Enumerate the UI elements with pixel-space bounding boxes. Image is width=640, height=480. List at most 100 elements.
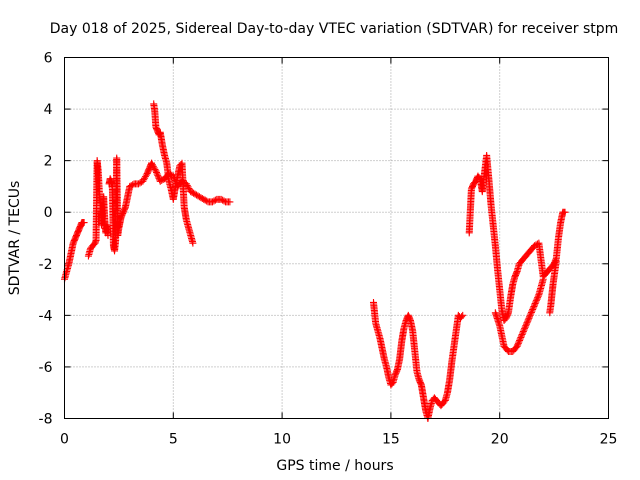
data-point bbox=[522, 322, 530, 330]
y-tick-label: -8 bbox=[39, 412, 53, 428]
data-point bbox=[136, 179, 144, 187]
y-tick-label: 0 bbox=[44, 205, 53, 221]
y-tick-label: -6 bbox=[39, 360, 53, 376]
data-point bbox=[523, 319, 531, 327]
data-point bbox=[189, 239, 197, 247]
data-point bbox=[182, 180, 190, 188]
y-tick-label: 2 bbox=[44, 154, 53, 170]
data-point bbox=[514, 341, 522, 349]
data-point bbox=[520, 326, 528, 334]
data-point bbox=[129, 181, 137, 189]
data-point bbox=[188, 188, 196, 196]
y-axis-label: SDTVAR / TECUs bbox=[7, 181, 23, 296]
data-point bbox=[172, 178, 180, 186]
data-point bbox=[198, 194, 206, 202]
data-point bbox=[529, 304, 537, 312]
data-point bbox=[150, 164, 158, 172]
y-tick-labels: -8 -6 -4 -2 0 2 4 6 bbox=[39, 51, 53, 428]
data-point bbox=[178, 177, 186, 185]
data-point bbox=[154, 173, 162, 181]
data-point bbox=[191, 190, 199, 198]
data-point bbox=[534, 294, 542, 302]
data-point bbox=[148, 161, 156, 169]
data-point bbox=[152, 167, 160, 175]
data-point bbox=[171, 175, 179, 183]
data-point bbox=[127, 182, 135, 190]
data-point bbox=[197, 194, 205, 202]
data-point bbox=[184, 183, 192, 191]
data-point bbox=[524, 317, 532, 325]
data-point bbox=[525, 314, 533, 322]
data-point bbox=[526, 311, 534, 319]
x-axis-label: GPS time / hours bbox=[276, 458, 393, 474]
series-seg5 bbox=[148, 159, 234, 206]
data-point bbox=[518, 331, 526, 339]
y-tick-label: 6 bbox=[44, 51, 53, 67]
data-point bbox=[211, 196, 219, 204]
data-point bbox=[531, 301, 539, 309]
grid-lines bbox=[64, 57, 609, 419]
data-point bbox=[219, 196, 227, 204]
data-point bbox=[151, 165, 159, 173]
data-point bbox=[531, 300, 539, 308]
data-point bbox=[194, 192, 202, 200]
x-tick-label: 15 bbox=[382, 432, 400, 448]
data-point bbox=[153, 170, 161, 178]
data-point bbox=[531, 242, 539, 250]
series-seg2 bbox=[84, 157, 112, 260]
data-point bbox=[140, 176, 148, 184]
data-point bbox=[210, 197, 218, 205]
series-seg9 bbox=[546, 257, 560, 317]
data-point bbox=[166, 170, 174, 178]
data-point bbox=[195, 193, 203, 201]
data-point bbox=[80, 219, 88, 227]
data-point bbox=[201, 196, 209, 204]
x-tick-labels: 0 5 10 15 20 25 bbox=[60, 432, 617, 448]
data-point bbox=[183, 181, 191, 189]
data-point bbox=[139, 177, 147, 185]
data-point bbox=[208, 198, 216, 206]
data-point bbox=[179, 178, 187, 186]
data-point bbox=[171, 177, 179, 185]
data-point bbox=[526, 313, 534, 321]
data-point bbox=[149, 162, 157, 170]
data-point bbox=[530, 303, 538, 311]
series-seg4 bbox=[150, 100, 197, 247]
data-point bbox=[158, 176, 166, 184]
data-point bbox=[561, 208, 569, 216]
data-point bbox=[514, 339, 522, 347]
data-point bbox=[148, 159, 156, 167]
data-point bbox=[527, 310, 535, 318]
data-point bbox=[519, 328, 527, 336]
data-point bbox=[134, 180, 142, 188]
series-seg7 bbox=[465, 151, 569, 325]
data-point bbox=[528, 307, 536, 315]
data-point bbox=[532, 298, 540, 306]
plot-frame bbox=[64, 57, 609, 419]
data-point bbox=[519, 329, 527, 337]
x-tick-label: 0 bbox=[60, 432, 69, 448]
x-tick-label: 25 bbox=[600, 432, 618, 448]
data-point bbox=[190, 189, 198, 197]
axis-ticks bbox=[64, 57, 609, 419]
data-point bbox=[170, 174, 178, 182]
data-point bbox=[200, 195, 208, 203]
data-point bbox=[552, 257, 560, 265]
data-point bbox=[187, 188, 195, 196]
x-tick-label: 20 bbox=[491, 432, 509, 448]
data-point bbox=[516, 335, 524, 343]
data-point bbox=[220, 197, 228, 205]
x-tick-label: 5 bbox=[169, 432, 178, 448]
data-point bbox=[203, 197, 211, 205]
data-point bbox=[126, 182, 134, 190]
y-tick-label: 4 bbox=[44, 102, 53, 118]
data-point bbox=[226, 198, 234, 206]
data-point bbox=[153, 168, 161, 176]
data-point bbox=[458, 313, 466, 321]
data-point bbox=[539, 275, 547, 283]
y-tick-label: -4 bbox=[39, 308, 53, 324]
data-point bbox=[521, 323, 529, 331]
data-point bbox=[154, 171, 162, 179]
data-point bbox=[533, 295, 541, 303]
